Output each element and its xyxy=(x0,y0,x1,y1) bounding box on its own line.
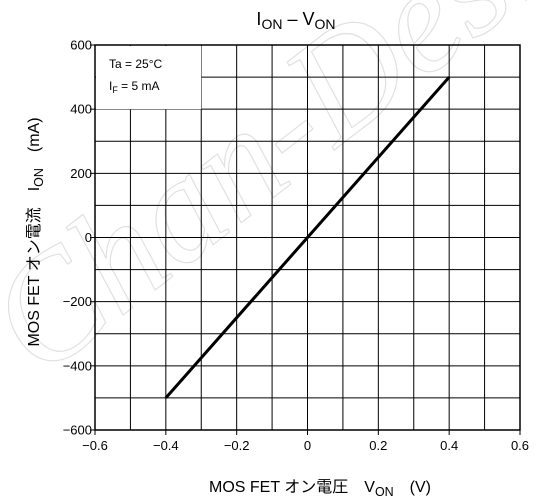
chart-title: ION – VON xyxy=(256,9,335,32)
y-tick-labels: 600 400 200 0 −200 −400 −600 xyxy=(63,38,95,438)
watermark-text: Chan-Desi xyxy=(0,0,540,407)
x-tick-label: 0.4 xyxy=(440,438,458,453)
y-tick-label: 400 xyxy=(70,102,92,117)
condition-if: IF = 5 mA xyxy=(109,79,160,95)
y-tick-label: 600 xyxy=(70,38,92,53)
y-tick-label: −400 xyxy=(63,358,92,373)
conditions-box-bg xyxy=(96,46,202,110)
data-series xyxy=(164,76,451,399)
y-tick-label: −600 xyxy=(63,423,92,438)
y-tick-label: 0 xyxy=(85,230,92,245)
y-tick-label: 200 xyxy=(70,166,92,181)
x-tick-labels: −0.6 −0.4 −0.2 0 0.2 0.4 0.6 xyxy=(82,430,529,453)
series-line xyxy=(164,76,451,399)
x-tick-label: 0.2 xyxy=(369,438,387,453)
y-tick-label: −200 xyxy=(63,294,92,309)
watermark: Chan-Desi xyxy=(0,0,540,407)
x-tick-label: 0.6 xyxy=(511,438,529,453)
conditions-box: Ta = 25°C IF = 5 mA xyxy=(96,46,202,110)
x-tick-label: −0.4 xyxy=(153,438,179,453)
x-tick-label: −0.2 xyxy=(224,438,250,453)
x-tick-label: 0 xyxy=(304,438,311,453)
x-axis-label: MOS FET オン電圧 VON (V) xyxy=(209,479,431,499)
x-tick-label: −0.6 xyxy=(82,438,108,453)
condition-ta: Ta = 25°C xyxy=(109,57,162,71)
y-axis-label: MOS FET オン電流 ION (mA) xyxy=(25,117,46,346)
